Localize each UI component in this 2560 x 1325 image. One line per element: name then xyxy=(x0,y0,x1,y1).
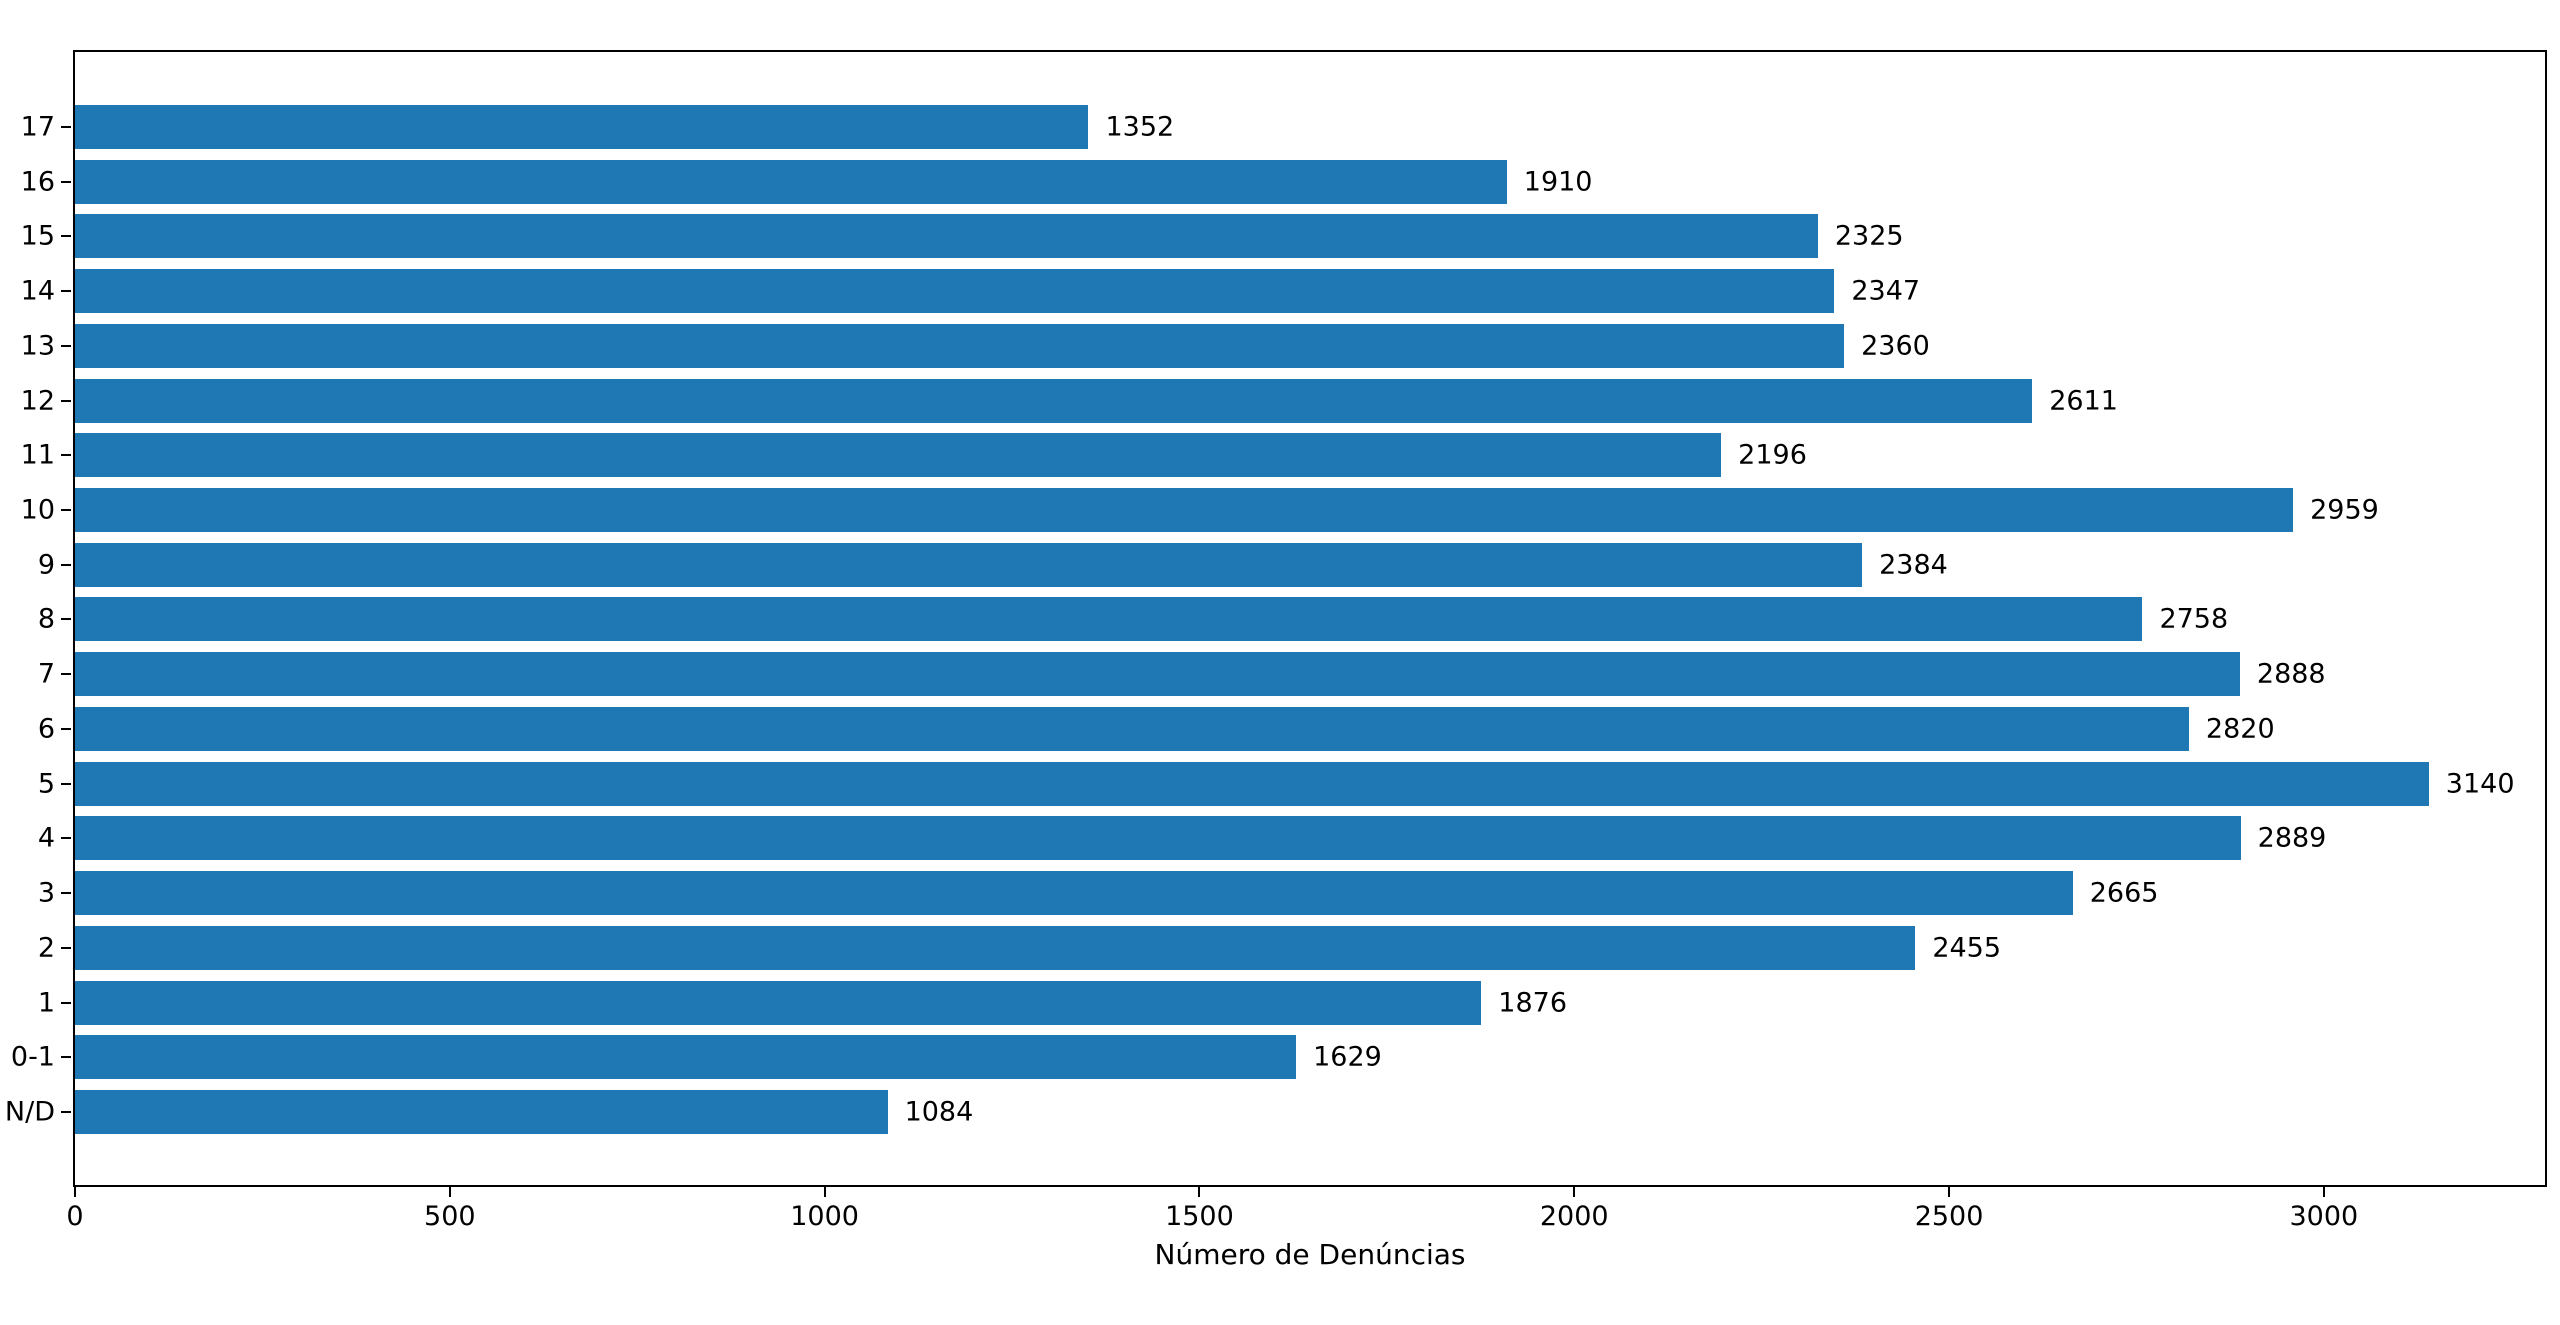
y-tick-label-14: 14 xyxy=(20,275,55,307)
value-label-5: 3140 xyxy=(2445,768,2515,800)
value-label-10: 2959 xyxy=(2310,494,2379,526)
bar-2 xyxy=(75,925,1916,970)
y-tick-label-5: 5 xyxy=(37,768,55,800)
value-label-6: 2820 xyxy=(2205,713,2275,745)
x-tick-label-1500: 1500 xyxy=(1165,1201,1234,1232)
y-tick-mark xyxy=(61,344,71,347)
y-tick-mark xyxy=(61,235,71,238)
bar-3 xyxy=(75,871,2073,916)
y-tick-label-1: 1 xyxy=(37,987,55,1019)
bar-13 xyxy=(75,323,1845,368)
x-tick-label-1000: 1000 xyxy=(790,1201,859,1232)
y-tick-mark xyxy=(61,563,71,566)
bar-N/D xyxy=(75,1089,888,1134)
y-tick-label-7: 7 xyxy=(37,658,55,690)
value-label-16: 1910 xyxy=(1523,166,1593,198)
y-tick-mark xyxy=(61,727,71,730)
y-tick-label-17: 17 xyxy=(20,111,55,143)
y-tick-label-4: 4 xyxy=(37,822,55,854)
y-tick-mark xyxy=(61,618,71,621)
plot-area: Número de Denúncias 1352 17 1910 16 2325 15 23… xyxy=(5,50,2547,1269)
y-tick-label-16: 16 xyxy=(20,166,55,198)
y-tick-mark xyxy=(61,399,71,402)
y-tick-mark xyxy=(61,837,71,840)
y-tick-label-3: 3 xyxy=(37,877,55,909)
y-tick-label-11: 11 xyxy=(20,439,55,471)
x-tick-mark xyxy=(823,1187,826,1197)
x-tick-mark xyxy=(74,1187,76,1197)
x-tick-label-2500: 2500 xyxy=(1914,1201,1984,1232)
x-tick-label-500: 500 xyxy=(424,1201,476,1232)
y-tick-mark xyxy=(61,290,71,293)
bar-15 xyxy=(75,214,1818,259)
y-tick-mark xyxy=(61,509,71,512)
bar-5 xyxy=(75,761,2429,806)
x-tick-label-0: 0 xyxy=(66,1201,84,1232)
y-tick-mark xyxy=(61,1001,71,1004)
x-tick-mark xyxy=(448,1187,451,1197)
value-label-3: 2665 xyxy=(2089,877,2159,909)
value-label-12: 2611 xyxy=(2049,385,2118,417)
y-tick-label-12: 12 xyxy=(20,385,55,417)
bar-0-1 xyxy=(75,1035,1297,1080)
x-tick-mark xyxy=(1948,1187,1951,1197)
y-tick-label-10: 10 xyxy=(20,494,55,526)
y-tick-label-9: 9 xyxy=(37,549,55,581)
y-tick-mark xyxy=(61,946,71,949)
y-tick-mark xyxy=(61,454,71,457)
x-tick-label-3000: 3000 xyxy=(2289,1201,2359,1232)
value-label-0-1: 1629 xyxy=(1313,1041,1382,1073)
value-label-14: 2347 xyxy=(1851,275,1921,307)
y-tick-mark xyxy=(61,673,71,676)
y-tick-mark xyxy=(61,782,71,785)
value-label-2: 2455 xyxy=(1932,932,2002,964)
bar-14 xyxy=(75,269,1835,314)
y-tick-label-13: 13 xyxy=(20,330,55,362)
y-tick-mark xyxy=(61,180,71,183)
bar-16 xyxy=(75,159,1507,204)
value-label-17: 1352 xyxy=(1105,111,1175,143)
value-label-9: 2384 xyxy=(1879,549,1948,581)
x-tick-label-2000: 2000 xyxy=(1539,1201,1609,1232)
y-tick-mark xyxy=(61,1110,71,1113)
y-tick-label-2: 2 xyxy=(37,932,55,964)
value-label-8: 2758 xyxy=(2159,603,2229,635)
value-label-4: 2889 xyxy=(2257,822,2327,854)
x-tick-mark xyxy=(1573,1187,1576,1197)
x-tick-mark xyxy=(2322,1187,2325,1197)
bar-9 xyxy=(75,542,1863,587)
y-tick-label-0-1: 0-1 xyxy=(10,1041,55,1073)
bar-4 xyxy=(75,816,2241,861)
bar-1 xyxy=(75,980,1482,1025)
y-tick-label-6: 6 xyxy=(37,713,55,745)
bar-11 xyxy=(75,433,1722,478)
value-label-15: 2325 xyxy=(1834,220,1904,252)
x-tick-mark xyxy=(1198,1187,1201,1197)
x-axis-label: Número de Denúncias xyxy=(1154,1238,1466,1271)
y-tick-label-8: 8 xyxy=(37,603,55,635)
y-tick-mark xyxy=(61,892,71,895)
value-label-7: 2888 xyxy=(2256,658,2326,690)
y-tick-mark xyxy=(61,1056,71,1059)
bar-17 xyxy=(75,105,1089,149)
bar-7 xyxy=(75,652,2240,697)
bar-6 xyxy=(75,706,2189,751)
y-tick-label-N/D: N/D xyxy=(4,1096,55,1128)
value-label-11: 2196 xyxy=(1738,439,1807,471)
y-tick-label-15: 15 xyxy=(20,220,55,252)
value-label-13: 2360 xyxy=(1861,330,1930,362)
value-label-1: 1876 xyxy=(1498,987,1567,1019)
value-label-N/D: 1084 xyxy=(904,1096,974,1128)
y-tick-mark xyxy=(61,126,71,128)
bar-10 xyxy=(75,488,2294,533)
bar-8 xyxy=(75,597,2143,642)
bar-12 xyxy=(75,378,2033,423)
